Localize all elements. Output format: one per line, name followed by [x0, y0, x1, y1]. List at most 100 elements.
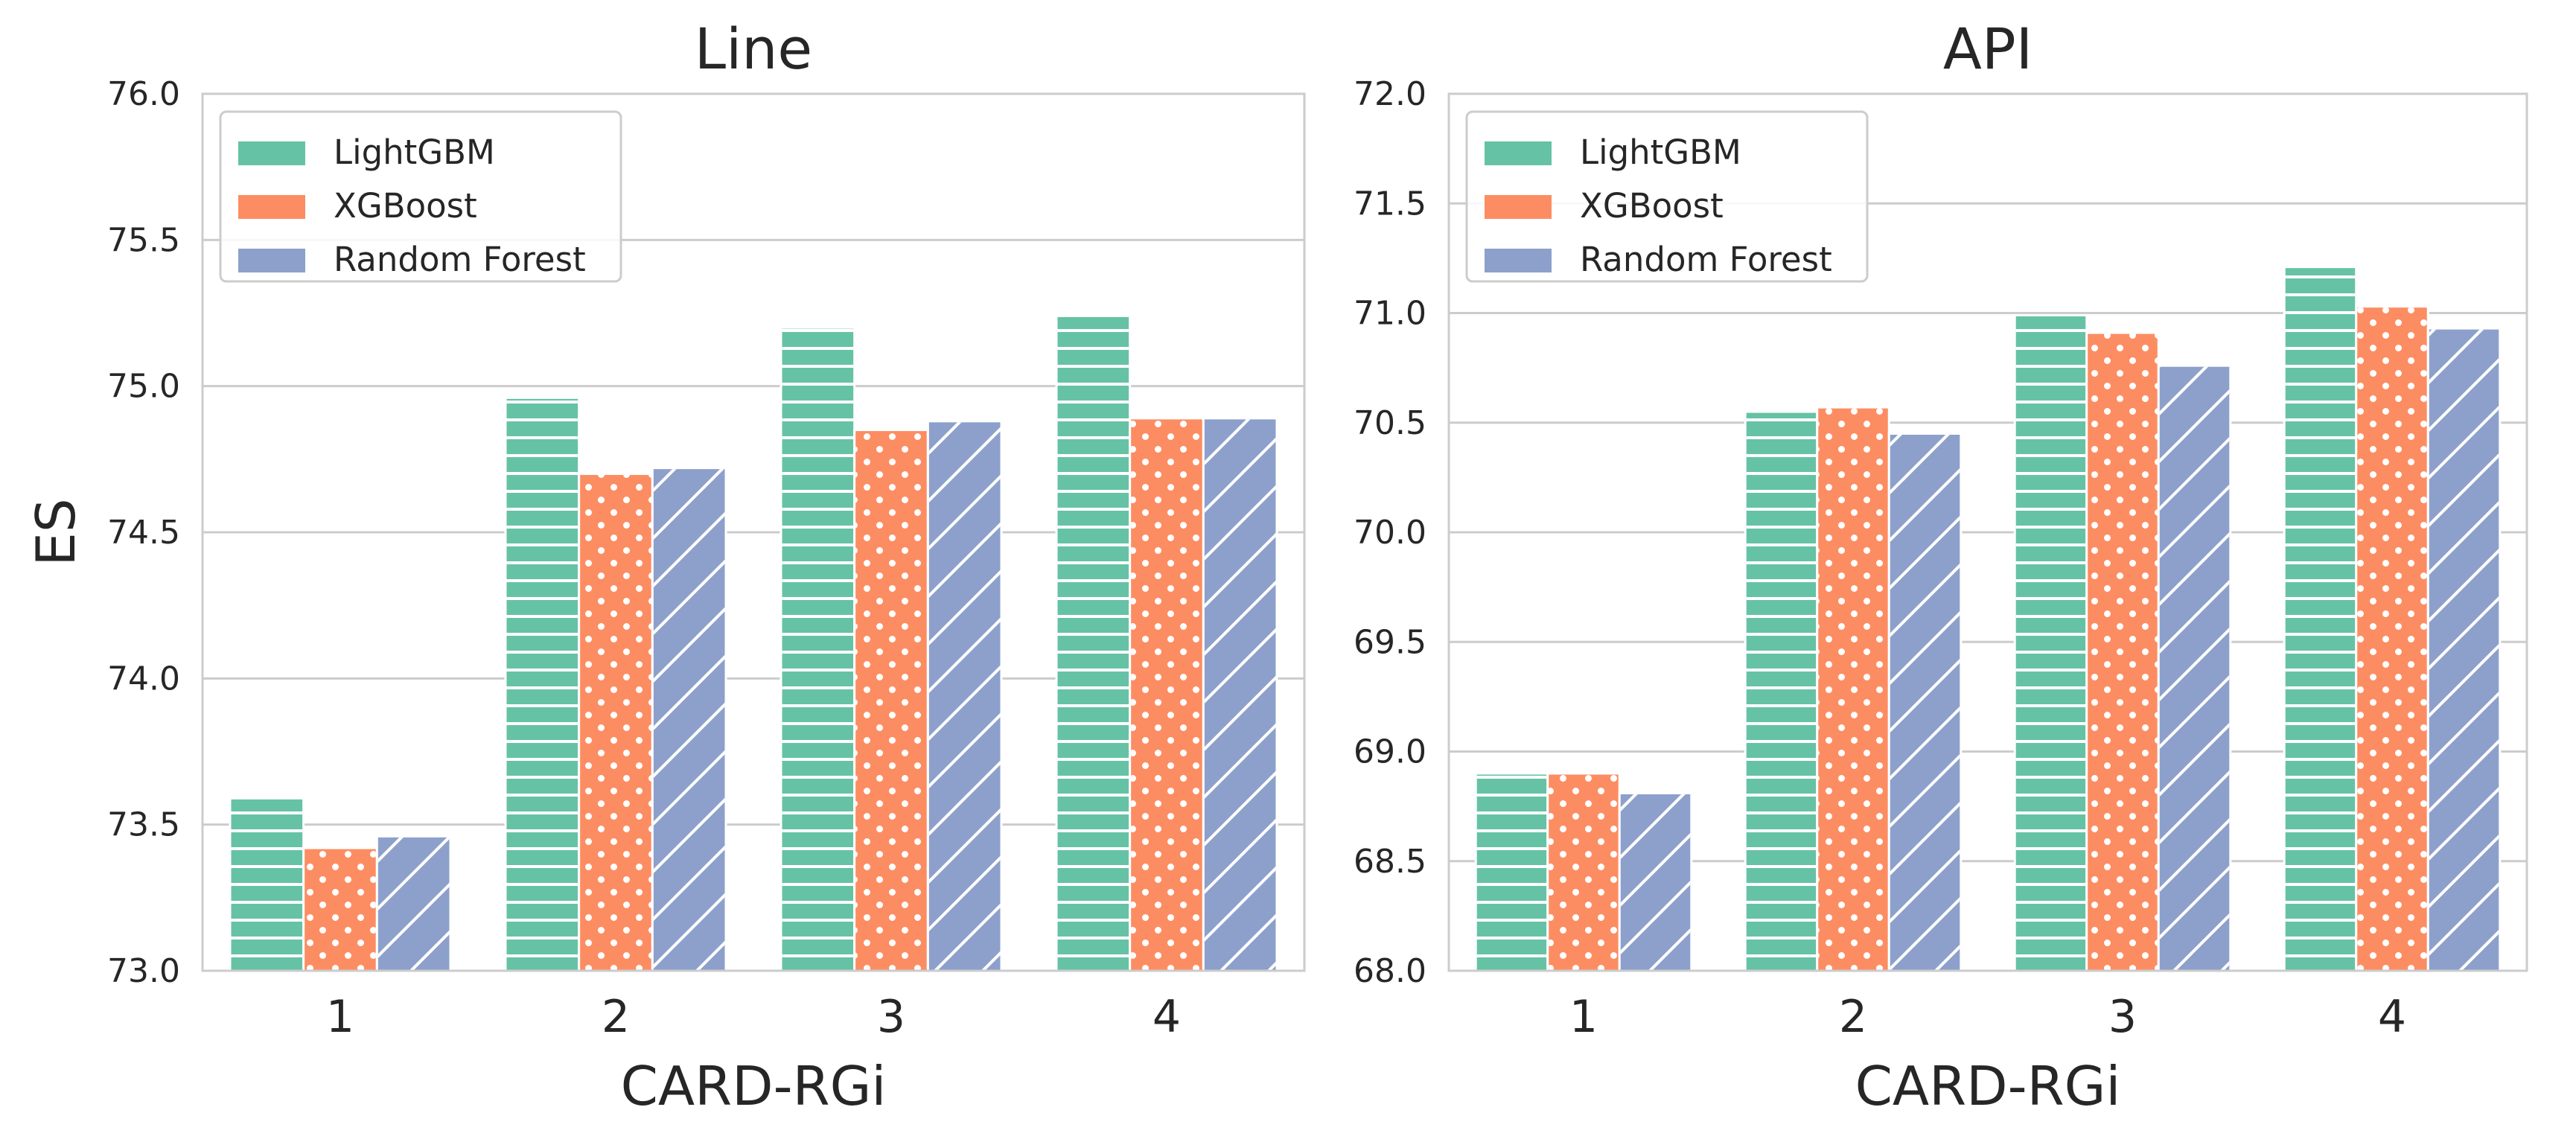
legend-label: Random Forest	[1580, 240, 1832, 279]
legend-item: LightGBM	[1485, 133, 1741, 172]
bars	[1474, 266, 2502, 972]
bar-hatch	[231, 799, 303, 970]
y-tick-label: 75.0	[107, 368, 180, 406]
bar	[1887, 432, 1963, 972]
bar-hatch	[506, 398, 578, 970]
bar	[302, 846, 378, 972]
legend: LightGBM XGBoost Random Forest	[219, 110, 622, 283]
bar-hatch	[1890, 434, 1960, 970]
legend-item: LightGBM	[238, 133, 495, 172]
y-tick-label: 69.0	[1354, 733, 1426, 771]
panel-line: 73.0 73.5 74.0 74.5 75.0 75.5 76.0 1 2 3 4 Line C…	[25, 16, 1306, 1117]
y-tick-labels: 68.0 68.5 69.0 69.5 70.0 70.5 71.0 71.5 72.0	[1354, 75, 1426, 990]
legend-label: LightGBM	[334, 133, 495, 172]
bar	[2283, 266, 2358, 972]
bar	[651, 467, 727, 972]
legend-item: XGBoost	[1485, 186, 1724, 226]
y-tick-label: 74.0	[107, 660, 180, 698]
bar	[2013, 313, 2088, 972]
x-tick-label: 1	[1569, 991, 1598, 1043]
bar	[2426, 327, 2502, 972]
bar-hatch	[782, 328, 854, 970]
bar	[504, 396, 581, 972]
x-tick-label: 2	[1839, 991, 1867, 1043]
plot-frame	[201, 92, 1306, 972]
bar-hatch	[2015, 316, 2086, 970]
bar-hatch	[1057, 316, 1129, 970]
legend-swatch	[238, 195, 305, 219]
chart-title: Line	[695, 16, 812, 82]
bar	[375, 835, 452, 972]
legend-item: Random Forest	[238, 240, 586, 279]
bar	[926, 420, 1003, 972]
bar	[2157, 364, 2232, 972]
bar-hatch	[653, 469, 725, 970]
x-tick-label: 3	[877, 991, 905, 1043]
y-tick-labels: 73.0 73.5 74.0 74.5 75.0 75.5 76.0	[107, 75, 180, 990]
bar-hatch	[1131, 419, 1202, 970]
x-tick-label: 3	[2108, 991, 2137, 1043]
bar-hatch	[1204, 419, 1276, 970]
x-axis-label: CARD-RGi	[621, 1055, 887, 1117]
x-tick-labels: 1 2 3 4	[1569, 991, 2406, 1043]
plot-frame	[1447, 92, 2528, 972]
bar	[1816, 406, 1890, 972]
bar	[853, 429, 929, 972]
y-axis-label: ES	[25, 498, 87, 566]
bar	[1744, 410, 1819, 972]
y-tick-label: 70.5	[1354, 404, 1426, 442]
bar-hatch	[2357, 307, 2427, 970]
legend-label: XGBoost	[334, 186, 477, 226]
x-tick-label: 1	[326, 991, 354, 1043]
panel-api: 68.0 68.5 69.0 69.5 70.0 70.5 71.0 71.5 72.0 1 2 3…	[1354, 16, 2528, 1117]
bar	[780, 326, 856, 972]
bar	[2355, 305, 2429, 972]
y-tick-label: 76.0	[107, 75, 180, 113]
bar-hatch	[1476, 774, 1547, 970]
chart-title: API	[1943, 16, 2033, 82]
legend-swatch	[1485, 195, 1552, 219]
bar	[1618, 791, 1693, 972]
y-tick-label: 71.0	[1354, 295, 1426, 333]
bar-hatch	[1549, 774, 1619, 970]
y-tick-label: 71.5	[1354, 185, 1426, 223]
y-tick-label: 68.5	[1354, 843, 1426, 881]
bar-hatch	[1818, 408, 1888, 970]
bar-hatch	[1620, 794, 1691, 970]
legend: LightGBM XGBoost Random Forest	[1465, 110, 1869, 283]
legend-box	[219, 110, 622, 283]
bar	[1474, 772, 1549, 972]
legend-label: LightGBM	[1580, 133, 1741, 172]
bar-hatch	[2285, 268, 2356, 970]
legend-item: Random Forest	[1485, 240, 1832, 279]
legend-swatch	[1485, 249, 1552, 272]
x-axis-label: CARD-RGi	[1855, 1055, 2121, 1117]
y-tick-label: 74.5	[107, 514, 180, 552]
bars	[229, 314, 1278, 972]
y-tick-label: 72.0	[1354, 75, 1426, 113]
bar-hatch	[928, 422, 1001, 970]
bar	[229, 797, 305, 972]
bar-hatch	[305, 849, 376, 970]
x-tick-label: 4	[1152, 991, 1181, 1043]
bar	[2085, 331, 2160, 972]
bar-hatch	[855, 431, 927, 970]
x-tick-labels: 1 2 3 4	[326, 991, 1181, 1043]
legend-label: Random Forest	[334, 240, 586, 279]
y-tick-label: 75.5	[107, 221, 180, 259]
legend-item: XGBoost	[238, 186, 477, 226]
bar-hatch	[2429, 329, 2499, 970]
bar	[1055, 314, 1132, 972]
bar	[1202, 417, 1278, 972]
bar-hatch	[580, 474, 651, 970]
bar	[1129, 417, 1205, 972]
bar	[1546, 772, 1621, 972]
bar-hatch	[1746, 412, 1817, 970]
y-tick-label: 70.0	[1354, 514, 1426, 552]
legend-swatch	[238, 141, 305, 165]
x-tick-label: 2	[602, 991, 630, 1043]
bar-hatch	[377, 837, 450, 970]
x-tick-label: 4	[2378, 991, 2406, 1043]
legend-swatch	[238, 249, 305, 272]
